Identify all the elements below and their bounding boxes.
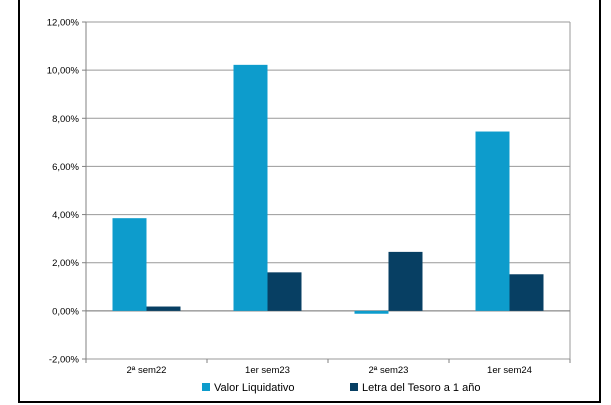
y-tick-label: 0,00% [52,306,79,317]
bar-valor-liquidativo [354,310,389,314]
legend-label: Letra del Tesoro a 1 año [362,382,480,394]
bar-valor-liquidativo [112,218,147,311]
axes [82,21,571,363]
x-tick-label: 1er sem24 [487,365,532,376]
bar-valor-liquidativo [475,131,510,311]
bar-letra-tesoro [267,272,302,311]
bar-letra-tesoro [509,274,544,311]
bar-letra-tesoro [388,251,423,311]
legend-label: Valor Liquidativo [214,382,295,394]
y-tick-label: 10,00% [47,66,80,77]
legend: Valor Liquidativo Letra del Tesoro a 1 añ… [202,382,480,394]
y-tick-label: 12,00% [47,18,80,29]
bar-valor-liquidativo [233,64,268,311]
y-tick-label: 6,00% [52,162,79,173]
x-tick-label: 2ª sem23 [369,365,409,376]
legend-swatch [350,383,358,391]
x-tick-label: 1er sem23 [245,365,290,376]
y-tick-label: 8,00% [52,114,79,125]
y-tick-label: 4,00% [52,210,79,221]
bars [112,64,544,314]
legend-swatch [202,383,210,391]
x-tick-labels: 2ª sem22 1er sem23 2ª sem23 1er sem24 [127,365,532,376]
y-tick-label: 2,00% [52,258,79,269]
bar-letra-tesoro [146,306,181,311]
y-tick-label: -2,00% [49,355,80,366]
y-tick-labels: -2,00% 0,00% 2,00% 4,00% 6,00% 8,00% 10,00% 12,… [47,18,80,366]
x-tick-label: 2ª sem22 [127,365,167,376]
